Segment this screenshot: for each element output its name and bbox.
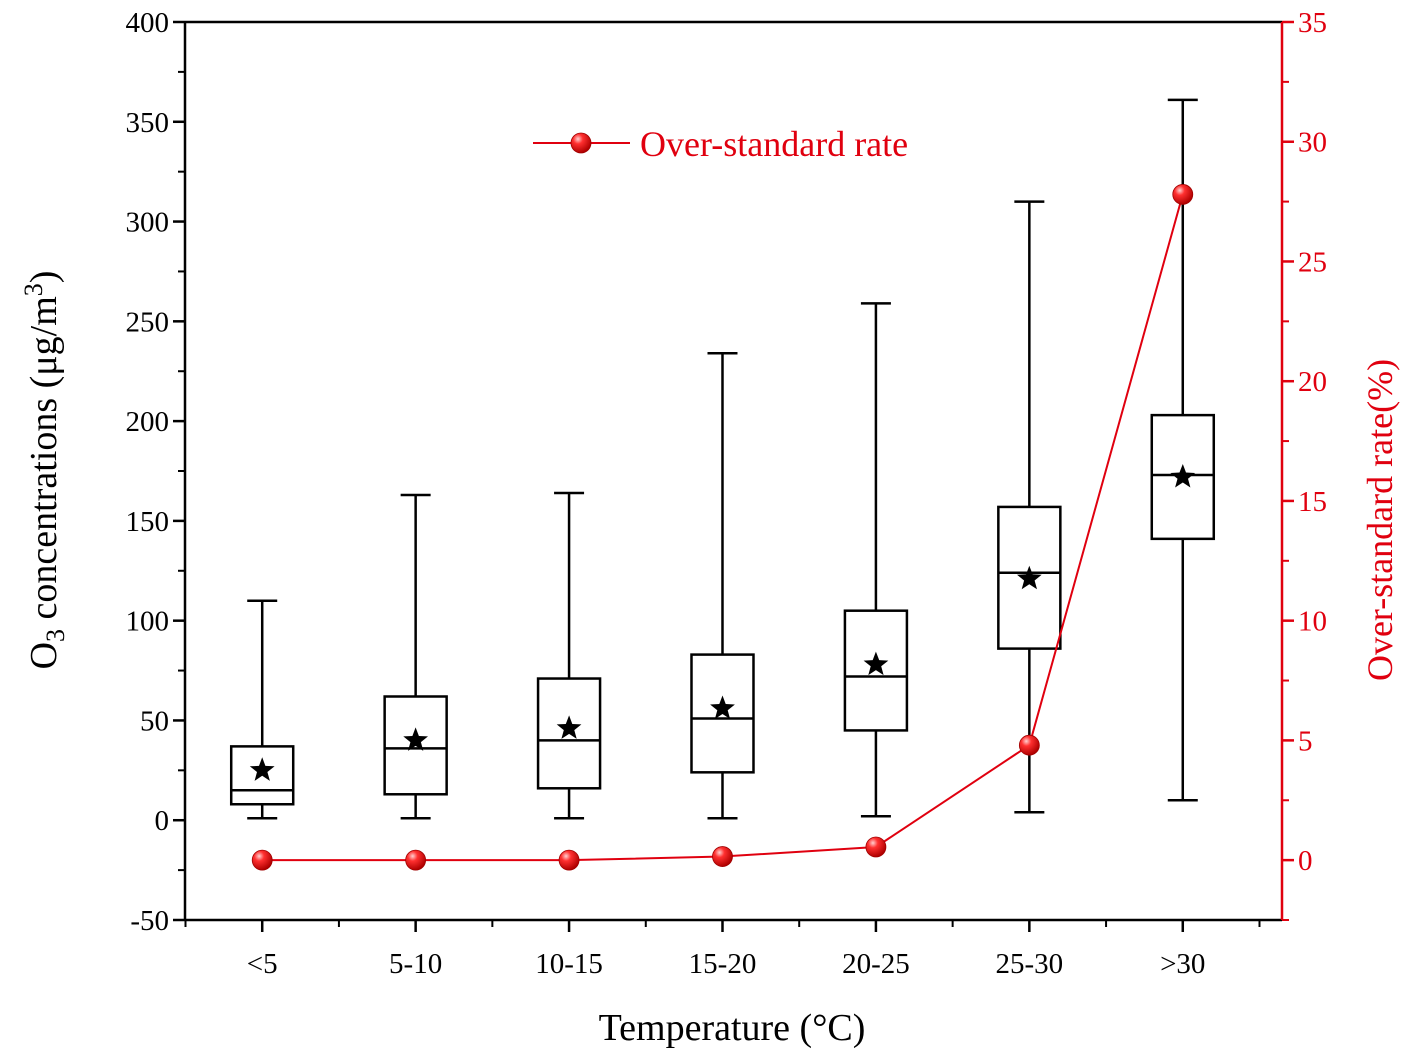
- box-4: [690, 352, 755, 820]
- left-tick-label: 200: [126, 406, 170, 438]
- legend-label: Over-standard rate: [640, 124, 908, 164]
- rate-point: [712, 846, 733, 867]
- left-tick-label: 150: [126, 506, 170, 538]
- box-5: [843, 302, 909, 818]
- x-tick-label: 15-20: [689, 948, 757, 980]
- y-axis-title-right: Over-standard rate(%): [1360, 359, 1400, 681]
- y-title-suffix: ): [23, 271, 65, 284]
- right-tick-label: 35: [1298, 7, 1327, 39]
- box-plots: [229, 98, 1216, 820]
- box-2: [383, 493, 448, 820]
- rate-point: [558, 849, 580, 871]
- iqr-box: [690, 653, 755, 774]
- x-tick-label: <5: [247, 948, 278, 980]
- rate-point: [1172, 184, 1194, 205]
- mean-star: [403, 727, 428, 751]
- box-7: [1150, 98, 1216, 802]
- rate-point: [865, 836, 887, 858]
- left-tick-label: -50: [130, 905, 169, 937]
- rate-point: [1018, 734, 1040, 756]
- mean-star: [249, 757, 275, 781]
- y-title-sub: 3: [41, 629, 70, 642]
- right-tick-label: 5: [1298, 725, 1313, 757]
- right-tick-label: 20: [1298, 366, 1327, 398]
- x-tick-label: 20-25: [842, 948, 910, 980]
- right-tick-label: 25: [1298, 246, 1327, 278]
- x-tick-label: 5-10: [389, 948, 442, 980]
- box-6: [997, 200, 1062, 814]
- y-title-sup: 3: [19, 283, 48, 296]
- box-3: [536, 491, 602, 820]
- right-tick-label: 10: [1298, 606, 1327, 638]
- x-tick-label: 25-30: [996, 948, 1064, 980]
- left-tick-label: 350: [126, 107, 170, 139]
- x-axis: <5 5-10 10-15 15-20 20-25 25-30 >30: [184, 920, 1261, 980]
- y-title-prefix: O: [23, 642, 65, 669]
- box-1: [229, 599, 295, 820]
- right-y-axis: 0 5 10 15 20 25 30 35: [1282, 7, 1327, 921]
- mean-star: [1017, 565, 1042, 590]
- right-tick-label: 15: [1298, 486, 1327, 518]
- over-standard-rate-series: [251, 184, 1194, 871]
- x-tick-label: 10-15: [535, 948, 603, 980]
- left-tick-label: 50: [140, 705, 169, 737]
- iqr-box: [843, 609, 909, 732]
- left-tick-label: 0: [155, 805, 170, 837]
- right-tick-label: 0: [1298, 845, 1313, 877]
- mean-star: [710, 695, 735, 719]
- rate-point: [405, 849, 427, 871]
- y-title-mid: concentrations (μg/m: [23, 296, 65, 629]
- mean-star: [556, 715, 582, 739]
- mean-star: [1170, 464, 1196, 488]
- right-tick-label: 30: [1298, 127, 1327, 159]
- legend-marker: [570, 132, 592, 154]
- left-tick-label: 300: [126, 207, 170, 239]
- left-y-axis: -50 0 50 100 150 200 250 300 350 400: [126, 7, 185, 937]
- left-tick-label: 250: [126, 306, 170, 338]
- x-tick-label: >30: [1160, 948, 1205, 980]
- legend: Over-standard rate: [533, 124, 908, 164]
- x-axis-title: Temperature (°C): [599, 1007, 866, 1049]
- rate-point: [251, 849, 273, 871]
- left-tick-label: 100: [126, 606, 170, 638]
- y-axis-title-left: O3 concentrations (μg/m3): [19, 271, 70, 670]
- left-tick-label: 400: [126, 7, 170, 39]
- mean-star: [863, 651, 889, 676]
